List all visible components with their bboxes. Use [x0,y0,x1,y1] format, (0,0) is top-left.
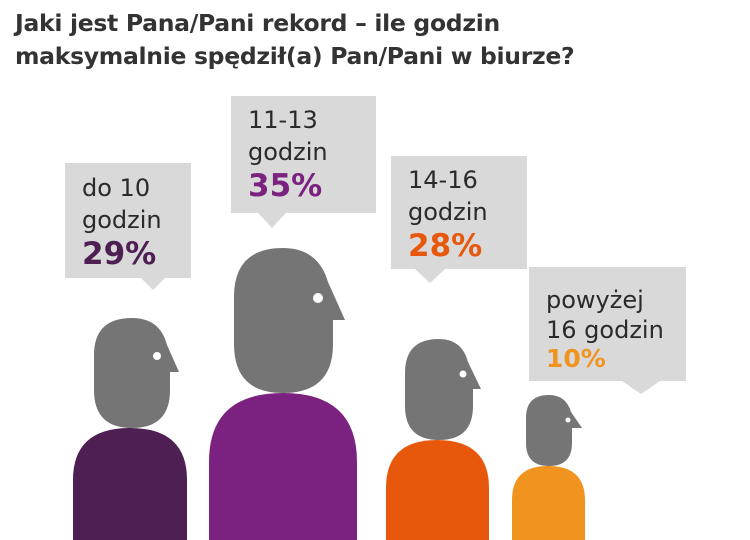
bubble-4-percent: 10% [546,344,606,373]
bubble-4-pointer [622,381,660,394]
body-2 [209,393,357,540]
person-figure-3 [386,339,489,540]
head-4 [526,395,582,466]
speech-bubble-3: 14-16 godzin 28% [391,156,527,269]
bubble-1-label-line-1: do 10 [82,174,151,202]
head-2 [234,248,345,393]
head-3 [405,339,481,440]
person-figure-4 [512,395,585,540]
speech-bubble-2: 11-13 godzin 35% [231,96,376,213]
bubble-3-percent: 28% [408,228,483,264]
body-1 [73,428,187,540]
chart-title: Jaki jest Pana/Pani rekord – ile godzin … [15,7,575,73]
head-1 [94,318,179,428]
bubble-2-label-line-1: 11-13 [248,106,318,134]
bubble-3-label-line-1: 14-16 [408,166,478,194]
bubble-1-label-line-2: godzin [82,206,162,234]
speech-bubble-4: powyżej 16 godzin 10% [529,267,686,381]
eye-4 [565,417,571,423]
bubble-2-label-line-2: godzin [248,138,328,166]
person-figure-2 [209,248,357,540]
bubble-2-pointer [258,213,286,228]
person-figure-1 [73,318,187,540]
bubble-1-pointer [141,278,165,290]
eye-3 [459,370,467,378]
bubble-3-pointer [415,269,445,283]
eye-1 [153,352,161,360]
body-4 [512,466,585,540]
bubble-4-label-line-2: 16 godzin [546,316,664,344]
speech-bubble-1: do 10 godzin 29% [65,163,191,278]
title-line-2: maksymalnie spędził(a) Pan/Pani w biurze… [15,42,575,70]
body-3 [386,440,489,540]
bubble-4-label-line-1: powyżej [546,286,644,314]
bubble-1-percent: 29% [82,236,157,272]
bubble-3-label-line-2: godzin [408,198,488,226]
eye-2 [313,293,323,303]
title-line-1: Jaki jest Pana/Pani rekord – ile godzin [15,9,500,37]
bubble-2-percent: 35% [248,168,323,204]
